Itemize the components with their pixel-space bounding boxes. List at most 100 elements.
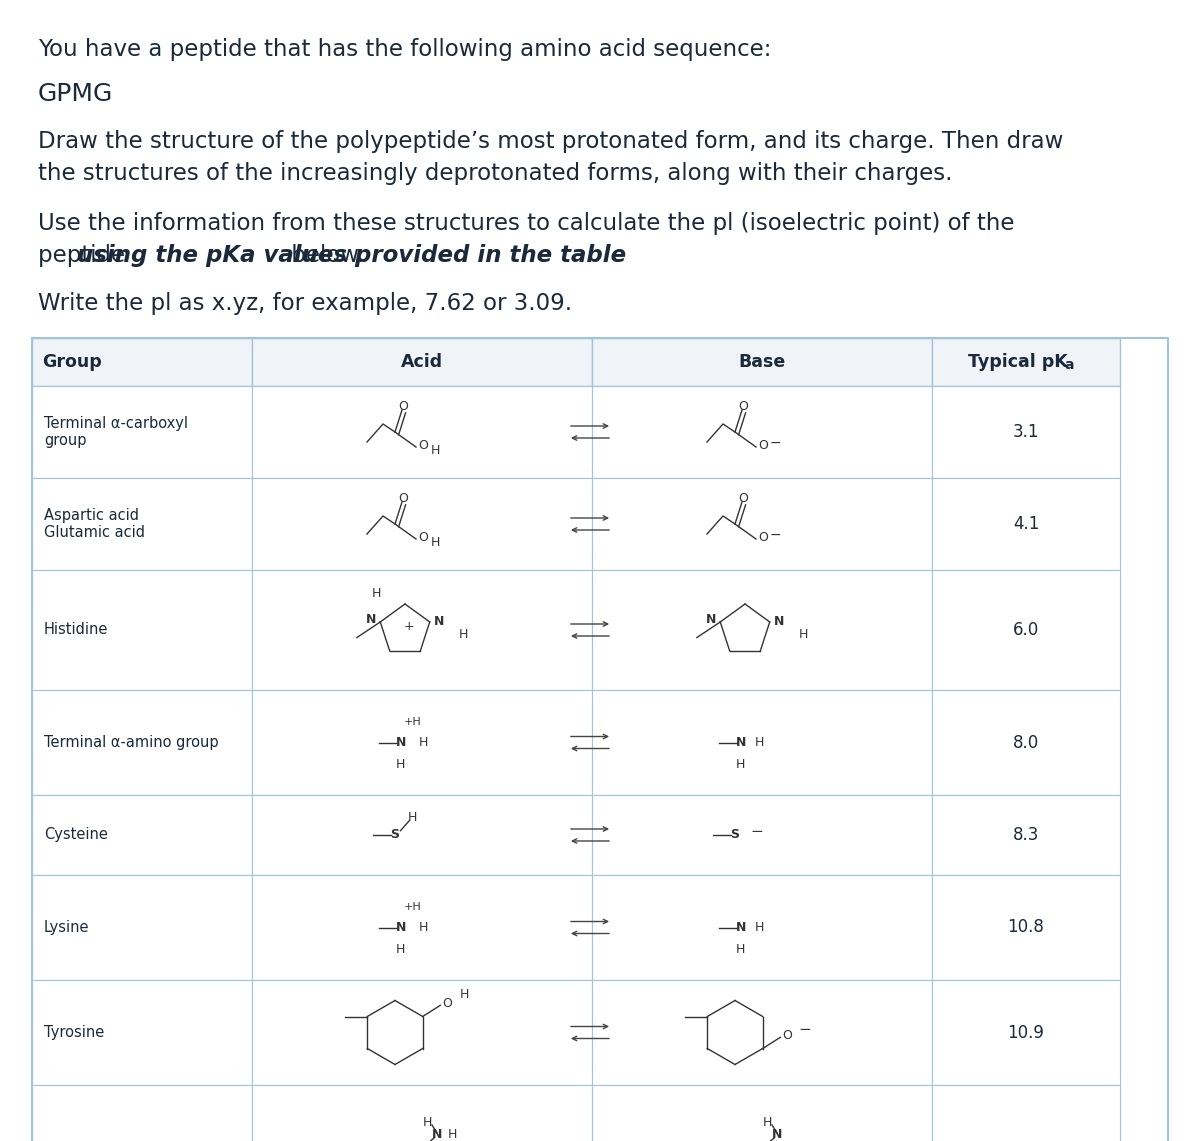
Text: H: H (460, 988, 469, 1001)
Bar (32, 478, 252, 570)
Text: 8.0: 8.0 (1013, 734, 1039, 752)
Bar (252, 478, 592, 570)
Bar (252, 875, 592, 980)
Bar (592, 1085, 932, 1141)
Text: Tyrosine: Tyrosine (44, 1025, 104, 1039)
Bar (932, 795, 1120, 875)
Text: 8.3: 8.3 (1013, 826, 1039, 844)
Text: a: a (1064, 358, 1074, 372)
Text: O: O (443, 996, 452, 1010)
Text: H: H (755, 921, 764, 934)
Text: O: O (758, 531, 768, 544)
Bar (32, 386, 252, 478)
Text: H: H (419, 736, 428, 748)
Bar (32, 1085, 252, 1141)
Text: N: N (366, 614, 377, 626)
Bar (932, 386, 1120, 478)
Text: O: O (738, 399, 749, 413)
Bar (32, 338, 1168, 1141)
Text: O: O (398, 492, 408, 505)
Bar (932, 338, 1120, 386)
Text: N: N (396, 736, 406, 748)
Text: S: S (390, 828, 400, 842)
Bar (592, 338, 932, 386)
Text: −: − (769, 527, 781, 541)
Text: H: H (736, 758, 745, 771)
Bar (32, 570, 252, 690)
Text: H: H (422, 1117, 432, 1130)
Bar (32, 980, 252, 1085)
Bar (32, 690, 252, 795)
Bar (32, 795, 252, 875)
Text: H: H (798, 629, 808, 641)
Text: Terminal α-carboxyl
group: Terminal α-carboxyl group (44, 415, 188, 448)
Text: Histidine: Histidine (44, 623, 108, 638)
Text: N: N (736, 736, 745, 748)
Text: 10.8: 10.8 (1008, 919, 1044, 937)
Text: GPMG: GPMG (38, 82, 113, 106)
Text: 10.9: 10.9 (1008, 1023, 1044, 1042)
Text: N: N (432, 1128, 442, 1141)
Text: H: H (755, 736, 764, 748)
Text: Acid: Acid (401, 353, 443, 371)
Text: Typical pK: Typical pK (968, 353, 1068, 371)
Text: O: O (738, 492, 749, 505)
Text: 6.0: 6.0 (1013, 621, 1039, 639)
Text: Use the information from these structures to calculate the pl (isoelectric point: Use the information from these structure… (38, 212, 1014, 235)
Text: Terminal α-amino group: Terminal α-amino group (44, 735, 218, 750)
Text: H: H (736, 942, 745, 956)
Text: N: N (396, 921, 406, 934)
Text: Cysteine: Cysteine (44, 827, 108, 842)
Bar (932, 980, 1120, 1085)
Text: N: N (774, 615, 784, 629)
Text: H: H (448, 1128, 457, 1141)
Text: H: H (396, 942, 406, 956)
Bar (592, 980, 932, 1085)
Bar (252, 690, 592, 795)
Bar (252, 570, 592, 690)
Bar (32, 338, 252, 386)
Text: H: H (762, 1117, 772, 1130)
Text: Base: Base (738, 353, 786, 371)
Bar (252, 338, 592, 386)
Text: O: O (398, 399, 408, 413)
Bar (252, 386, 592, 478)
Text: peptide: peptide (38, 244, 132, 267)
Text: N: N (736, 921, 745, 934)
Text: N: N (433, 615, 444, 629)
Text: −: − (769, 436, 781, 450)
Text: 3.1: 3.1 (1013, 423, 1039, 442)
Bar (592, 386, 932, 478)
Text: N: N (772, 1128, 782, 1141)
Text: H: H (396, 758, 406, 771)
Text: +H: +H (404, 901, 421, 912)
Text: −: − (750, 824, 763, 839)
Bar (932, 570, 1120, 690)
Bar (252, 980, 592, 1085)
Text: S: S (731, 828, 739, 842)
Text: You have a peptide that has the following amino acid sequence:: You have a peptide that has the followin… (38, 38, 772, 60)
Text: Lysine: Lysine (44, 920, 90, 934)
Bar (252, 795, 592, 875)
Text: Group: Group (42, 353, 102, 371)
Text: O: O (782, 1028, 792, 1042)
Bar (932, 478, 1120, 570)
Text: −: − (798, 1022, 811, 1037)
Text: H: H (458, 629, 468, 641)
Text: +: + (403, 620, 414, 632)
Text: O: O (758, 439, 768, 452)
Text: H: H (419, 921, 428, 934)
Bar (932, 875, 1120, 980)
Text: using the pKa values provided in the table: using the pKa values provided in the tab… (77, 244, 626, 267)
Text: +H: +H (404, 717, 421, 727)
Bar (592, 690, 932, 795)
Bar (932, 1085, 1120, 1141)
Text: below.: below. (283, 244, 364, 267)
Bar (592, 570, 932, 690)
Text: H: H (408, 811, 418, 824)
Bar (252, 1085, 592, 1141)
Text: H: H (431, 535, 440, 549)
Text: 4.1: 4.1 (1013, 515, 1039, 533)
Bar (32, 875, 252, 980)
Text: Aspartic acid
Glutamic acid: Aspartic acid Glutamic acid (44, 508, 145, 540)
